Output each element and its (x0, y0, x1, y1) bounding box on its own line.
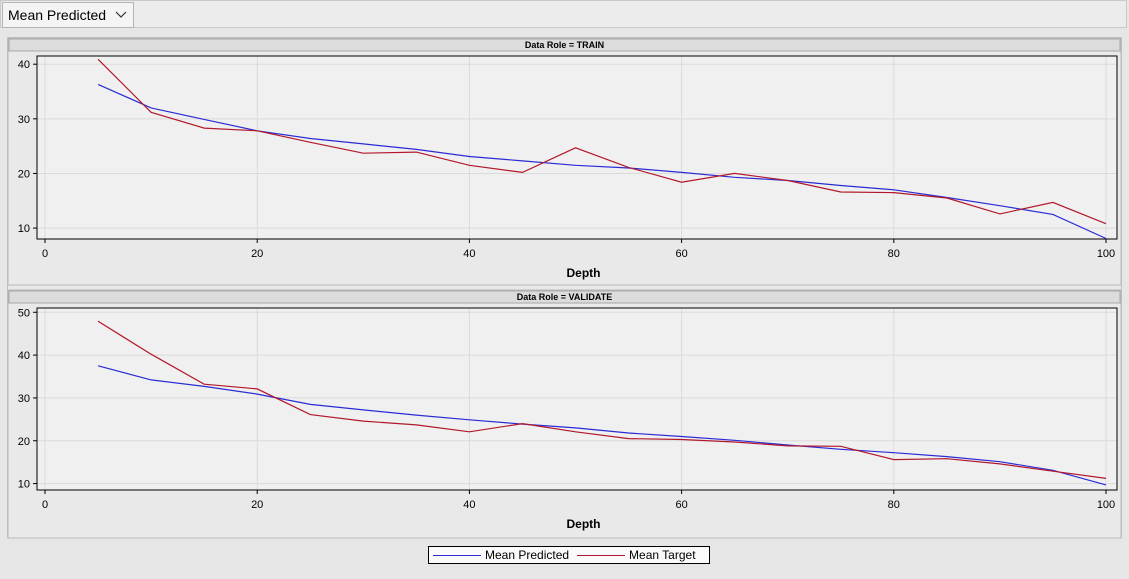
x-tick-label: 0 (42, 499, 48, 511)
legend-label-target: Mean Target (629, 548, 696, 562)
legend-swatch-target (577, 554, 626, 556)
x-tick-label: 60 (675, 499, 687, 511)
y-tick-label: 10 (18, 479, 30, 491)
y-tick-label: 30 (18, 393, 30, 405)
x-tick-label: 100 (1097, 499, 1115, 511)
panel-title: Data Role = TRAIN (525, 40, 604, 50)
y-tick-label: 50 (18, 307, 30, 319)
x-tick-label: 80 (888, 248, 900, 260)
plot-border (36, 55, 1118, 240)
x-tick-label: 60 (675, 248, 687, 260)
x-tick-label: 20 (251, 248, 263, 260)
legend-item-target: Mean Target (577, 548, 696, 562)
y-tick-label: 10 (18, 223, 30, 235)
toolbar: Mean Predicted (0, 0, 1127, 28)
x-tick-label: 0 (42, 248, 48, 260)
panel-header (8, 290, 1121, 304)
series-line-target (97, 320, 1107, 479)
series-line-predicted (97, 365, 1107, 486)
series-select-dropdown[interactable]: Mean Predicted (2, 2, 134, 28)
x-tick-label: 100 (1097, 248, 1115, 260)
x-tick-label: 40 (463, 248, 475, 260)
legend-item-predicted: Mean Predicted (433, 548, 569, 562)
plot-area (37, 308, 1117, 490)
y-tick-label: 30 (18, 114, 30, 126)
series-line-target (97, 58, 1107, 225)
x-tick-label: 20 (251, 499, 263, 511)
series-select-value: Mean Predicted (8, 7, 107, 23)
x-tick-label: 40 (463, 499, 475, 511)
legend-swatch-predicted (433, 554, 481, 556)
y-tick-label: 40 (18, 350, 30, 362)
x-axis-label: Depth (567, 517, 601, 531)
legend-label-predicted: Mean Predicted (485, 548, 570, 562)
x-axis-label: Depth (567, 266, 601, 280)
chart-panel-validate: Data Role = VALIDATE 0 20 40 60 80 100 10 20 30 40… (7, 289, 1122, 539)
series-line-predicted (97, 83, 1107, 240)
x-tick-label: 80 (888, 499, 900, 511)
panel-header (8, 38, 1121, 52)
y-tick-label: 20 (18, 436, 30, 448)
plot-area (37, 56, 1117, 239)
plot-border (36, 307, 1118, 491)
y-tick-label: 20 (18, 168, 30, 180)
panel-title: Data Role = VALIDATE (517, 292, 612, 302)
chevron-down-icon (115, 11, 127, 18)
chart-legend: Mean Predicted Mean Target (428, 546, 710, 564)
y-tick-label: 40 (18, 59, 30, 71)
chart-panel-train: Data Role = TRAIN 0 20 40 60 80 100 10 20 30 40 Dep… (7, 37, 1122, 286)
